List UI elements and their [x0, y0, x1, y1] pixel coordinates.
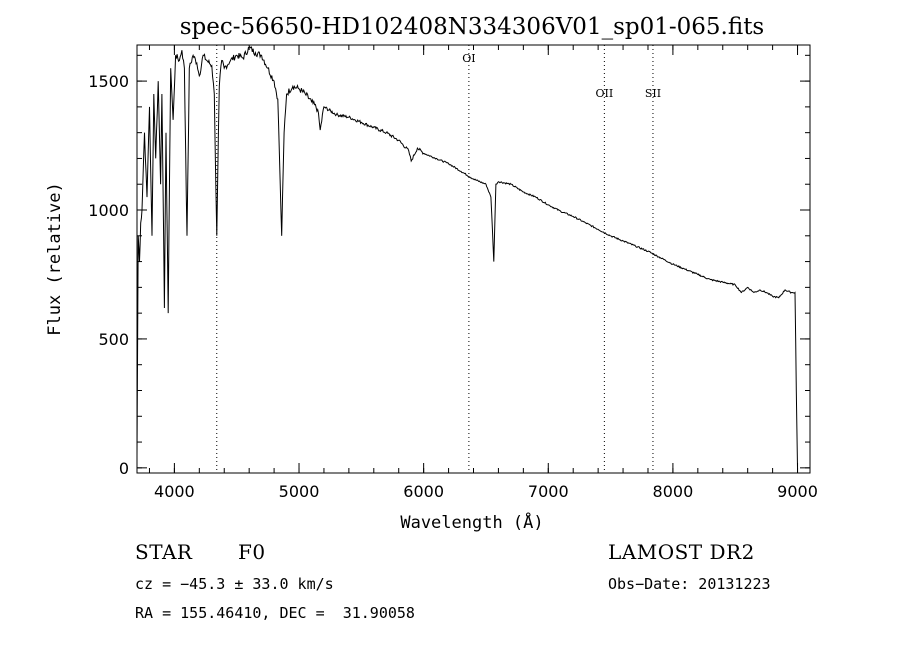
x-tick-label: 6000	[403, 482, 444, 501]
y-tick-labels: 0 500 1000 1500	[88, 72, 129, 478]
y-axis-label: Flux (relative)	[45, 182, 65, 336]
chart-title: spec-56650-HD102408N334306V01_sp01-065.f…	[180, 14, 765, 40]
object-class: STAR	[135, 540, 193, 564]
marker-label: SII	[645, 87, 661, 100]
x-tick-label: 5000	[279, 482, 320, 501]
y-tick-label: 0	[119, 459, 129, 478]
spectrum-series-line	[136, 46, 798, 468]
y-tick-label: 1000	[88, 201, 129, 220]
x-tick-labels: 4000 5000 6000 7000 8000 9000	[154, 482, 818, 501]
redshift-text: cz = −45.3 ± 33.0 km/s	[135, 575, 334, 593]
marker-labels: OI OII SII	[462, 52, 661, 100]
x-tick-label: 7000	[528, 482, 569, 501]
x-tick-label: 9000	[777, 482, 818, 501]
axis-ticks	[137, 45, 810, 473]
plot-frame	[136, 44, 811, 474]
x-tick-label: 8000	[653, 482, 694, 501]
y-tick-label: 1500	[88, 72, 129, 91]
marker-label: OI	[462, 52, 475, 65]
x-tick-label: 4000	[154, 482, 195, 501]
x-axis-label: Wavelength (Å)	[400, 511, 543, 533]
y-tick-label: 500	[98, 330, 129, 349]
obs-date-text: Obs−Date: 20131223	[608, 575, 771, 593]
marker-lines	[216, 45, 654, 473]
marker-label: OII	[596, 87, 614, 100]
survey-name: LAMOST DR2	[608, 540, 755, 564]
spectral-subclass: F0	[238, 540, 266, 564]
coordinates-text: RA = 155.46410, DEC = 31.90058	[135, 604, 415, 622]
